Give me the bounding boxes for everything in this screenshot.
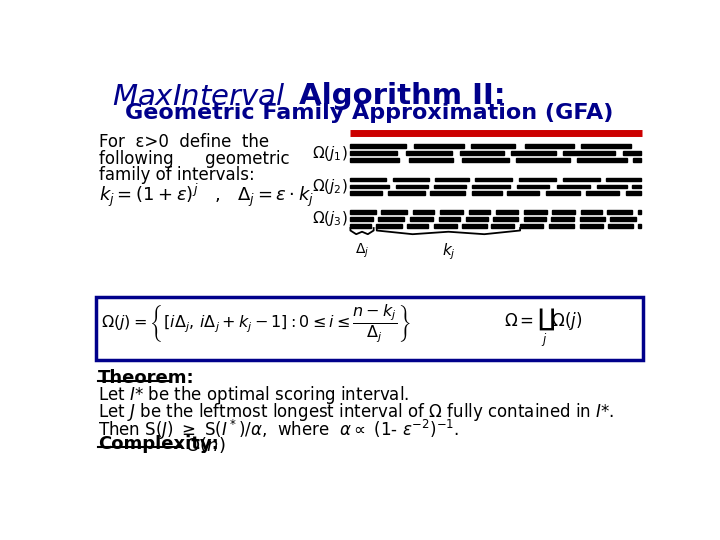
Bar [597,185,627,188]
Bar [460,151,503,156]
Bar [492,224,515,228]
Bar [351,224,372,228]
Text: Let $J$ be the leftmost longest interval of $\Omega$ fully contained in $I$*.: Let $J$ be the leftmost longest interval… [98,401,614,423]
Bar [433,224,457,228]
Text: $\Omega(j_1)$: $\Omega(j_1)$ [312,144,347,163]
Bar [557,185,590,188]
Text: Theorem:: Theorem: [98,369,194,387]
Bar [581,210,603,214]
Text: Then S($J$) $\geq$ S($I^*$)/$\alpha$,  where  $\alpha \propto$ (1- $\varepsilon^: Then S($J$) $\geq$ S($I^*$)/$\alpha$, wh… [98,418,459,442]
Bar [563,151,616,156]
Bar [466,217,488,221]
Text: Complexity:: Complexity: [98,435,218,453]
Bar [382,210,407,214]
Bar [492,217,518,221]
Bar [552,210,575,214]
Bar [387,192,425,195]
Text: $\Omega = \coprod_j \Omega(j)$: $\Omega = \coprod_j \Omega(j)$ [504,307,582,350]
Bar [580,145,631,148]
Bar [351,185,389,188]
Bar [607,210,632,214]
Bar [496,210,518,214]
Bar [409,158,453,162]
Bar [610,217,636,221]
Bar [393,178,428,181]
Bar [413,210,434,214]
Bar [406,151,452,156]
Text: $\Delta_j$: $\Delta_j$ [355,242,369,260]
Bar [351,192,382,195]
Text: $\Omega(j_2)$: $\Omega(j_2)$ [312,177,347,196]
Bar [546,192,580,195]
FancyBboxPatch shape [96,296,642,360]
Bar [585,192,619,195]
Text: For  ε>0  define  the: For ε>0 define the [99,132,269,151]
Bar [471,145,516,148]
Bar [469,210,490,214]
Text: family of intervals:: family of intervals: [99,166,255,185]
Bar [462,158,508,162]
Bar [435,178,469,181]
Text: following      geometric: following geometric [99,150,290,167]
Text: $k_j = (1+\varepsilon)^j$   ,   $\Delta_j = \varepsilon \cdot k_j$: $k_j = (1+\varepsilon)^j$ , $\Delta_j = … [99,182,315,209]
Bar [434,185,467,188]
Bar [516,158,570,162]
Bar [552,217,574,221]
Bar [577,158,627,162]
Bar [626,192,641,195]
Bar [376,224,402,228]
Bar [639,224,641,228]
Bar [351,158,400,162]
Bar [351,178,386,181]
Bar [415,145,464,148]
Text: Algorithm II:: Algorithm II: [289,82,505,110]
Bar [520,224,543,228]
Bar [549,224,574,228]
Bar [439,217,459,221]
Bar [351,145,405,148]
Bar [472,185,510,188]
Text: $\Omega(j_3)$: $\Omega(j_3)$ [312,210,347,228]
Text: Geometric Family Approximation (GFA): Geometric Family Approximation (GFA) [125,103,613,123]
Bar [351,151,397,156]
Bar [580,224,603,228]
Bar [351,210,377,214]
Text: Let $I$* be the optimal scoring interval.: Let $I$* be the optimal scoring interval… [98,384,409,407]
Bar [472,192,503,195]
Bar [518,178,557,181]
Text: $\it{MaxInterval}$: $\it{MaxInterval}$ [112,82,286,111]
Bar [639,210,641,214]
Bar [608,224,634,228]
Bar [511,151,556,156]
Bar [508,192,539,195]
Bar [606,178,641,181]
Bar [462,224,487,228]
Bar [395,185,428,188]
Bar [441,210,464,214]
Bar [524,217,546,221]
Bar [634,158,641,162]
Text: $\Omega(j) = \left\{[i\Delta_j,\, i\Delta_j + k_j - 1]: 0 \leq i \leq \dfrac{n-k: $\Omega(j) = \left\{[i\Delta_j,\, i\Delt… [101,303,410,345]
Bar [525,145,574,148]
Bar [351,217,373,221]
Bar [410,217,433,221]
Text: O($n$): O($n$) [180,435,225,455]
Bar [475,178,513,181]
Bar [623,151,641,156]
Bar [524,210,546,214]
Bar [632,185,641,188]
Bar [430,192,464,195]
Bar [517,185,549,188]
Text: $k_j$: $k_j$ [441,242,455,262]
Bar [378,217,404,221]
Bar [580,217,605,221]
Bar [408,224,428,228]
Bar [563,178,600,181]
